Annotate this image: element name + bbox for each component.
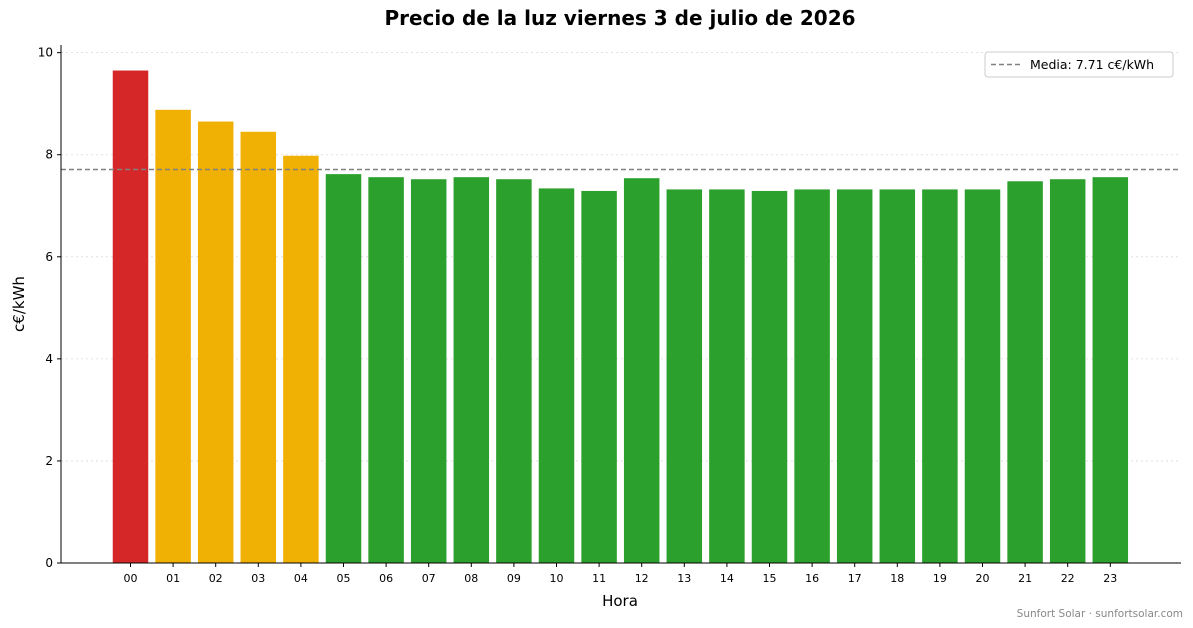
bar-hour-05 xyxy=(325,174,362,563)
bar-hour-18 xyxy=(879,189,916,563)
bars xyxy=(112,70,1129,564)
chart-title: Precio de la luz viernes 3 de julio de 2… xyxy=(384,6,855,30)
bar-hour-12 xyxy=(623,178,660,563)
x-tick-label: 08 xyxy=(464,572,478,585)
x-tick-label: 05 xyxy=(337,572,351,585)
y-tick-label: 10 xyxy=(38,46,53,60)
bar-hour-01 xyxy=(155,109,191,564)
bar-hour-13 xyxy=(666,189,703,563)
x-ticks: 00 01 02 03 04 05 06 07 08 09 10 11 12 13 14 15 16 17 18 19… xyxy=(124,563,1117,585)
bar-hour-00 xyxy=(112,70,149,563)
x-tick-label: 12 xyxy=(635,572,649,585)
x-tick-label: 04 xyxy=(294,572,308,585)
legend-mean-label: Media: 7.71 c€/kWh xyxy=(1030,57,1154,72)
bar-hour-23 xyxy=(1092,177,1129,563)
footer-credit: Sunfort Solar · sunfortsolar.com xyxy=(1017,608,1183,620)
x-tick-label: 11 xyxy=(592,572,606,585)
x-tick-label: 10 xyxy=(550,572,564,585)
y-tick-label: 0 xyxy=(45,556,53,570)
bar-hour-09 xyxy=(496,179,532,563)
x-tick-label: 06 xyxy=(379,572,393,585)
y-tick-label: 8 xyxy=(45,148,53,162)
x-tick-label: 22 xyxy=(1061,572,1075,585)
y-tick-label: 6 xyxy=(45,250,53,264)
bar-hour-22 xyxy=(1049,179,1086,563)
bar-hour-21 xyxy=(1007,181,1043,563)
y-axis-label: c€/kWh xyxy=(10,276,28,332)
bar-hour-20 xyxy=(964,189,1001,563)
axes xyxy=(60,45,1181,564)
bar-hour-19 xyxy=(922,189,958,563)
x-tick-label: 14 xyxy=(720,572,734,585)
x-tick-label: 00 xyxy=(124,572,138,585)
x-tick-label: 17 xyxy=(848,572,862,585)
x-tick-label: 23 xyxy=(1103,572,1117,585)
bar-hour-06 xyxy=(368,177,404,563)
y-tick-label: 4 xyxy=(45,352,53,366)
x-tick-label: 15 xyxy=(763,572,777,585)
x-tick-label: 01 xyxy=(166,572,180,585)
bar-hour-17 xyxy=(836,189,873,563)
x-tick-label: 09 xyxy=(507,572,521,585)
y-tick-label: 2 xyxy=(45,454,53,468)
x-tick-label: 18 xyxy=(890,572,904,585)
x-axis-label: Hora xyxy=(602,592,638,610)
bar-hour-14 xyxy=(709,189,745,563)
x-tick-label: 16 xyxy=(805,572,819,585)
bar-hour-11 xyxy=(581,190,617,563)
x-tick-label: 20 xyxy=(976,572,990,585)
x-tick-label: 21 xyxy=(1018,572,1032,585)
x-tick-label: 07 xyxy=(422,572,436,585)
x-tick-label: 02 xyxy=(209,572,223,585)
legend: Media: 7.71 c€/kWh xyxy=(984,51,1174,78)
x-tick-label: 13 xyxy=(677,572,691,585)
bar-hour-07 xyxy=(410,179,447,563)
x-tick-label: 19 xyxy=(933,572,947,585)
legend-box xyxy=(984,51,1174,78)
y-ticks: 0 2 4 6 8 10 xyxy=(38,46,61,570)
bar-hour-10 xyxy=(538,188,575,563)
bar-hour-03 xyxy=(240,131,277,564)
bar-hour-15 xyxy=(751,190,788,563)
bar-hour-04 xyxy=(283,155,319,564)
x-tick-label: 03 xyxy=(251,572,265,585)
bar-hour-16 xyxy=(794,189,830,563)
bar-hour-08 xyxy=(453,177,490,563)
bar-hour-02 xyxy=(197,121,234,563)
